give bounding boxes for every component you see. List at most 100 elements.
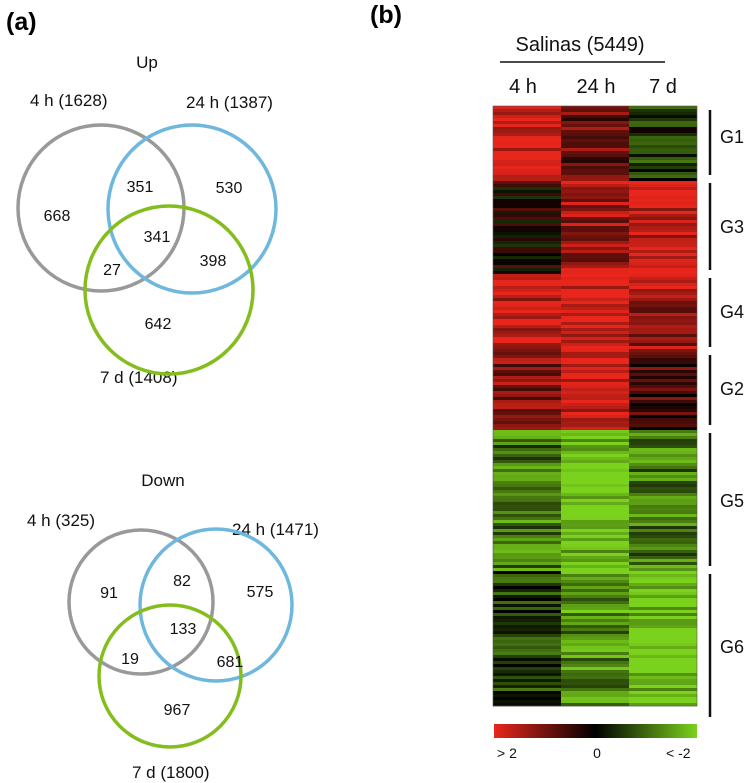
heatmap-row-cell — [629, 250, 697, 254]
heatmap-row-cell — [629, 370, 697, 374]
heatmap-row-cell — [629, 652, 697, 656]
heatmap-row-cell — [629, 481, 697, 485]
heatmap-row-cell — [493, 460, 561, 464]
heatmap-row-cell — [629, 430, 697, 434]
heatmap-row-cell — [493, 538, 561, 542]
heatmap-row-cell — [493, 358, 561, 362]
heatmap-row-cell — [493, 196, 561, 200]
heatmap-row-cell — [561, 430, 629, 434]
heatmap-row-cell — [561, 517, 629, 521]
heatmap-row-cell — [561, 541, 629, 545]
heatmap-row-cell — [629, 511, 697, 515]
heatmap-row-cell — [493, 565, 561, 569]
heatmap-row-cell — [629, 358, 697, 362]
heatmap-row-cell — [629, 574, 697, 578]
venn-up-set-4h-label: 4 h (1628) — [30, 91, 108, 110]
heatmap-row-cell — [629, 256, 697, 260]
venn-down-circle-7d — [97, 603, 243, 749]
heatmap-row-cell — [493, 631, 561, 635]
heatmap-row-cell — [493, 577, 561, 581]
venn-up-set-24h-label: 24 h (1387) — [186, 93, 273, 112]
heatmap-row-cell — [629, 238, 697, 242]
heatmap-row-cell — [493, 520, 561, 524]
heatmap-row-cell — [629, 520, 697, 524]
heatmap-row-cell — [561, 325, 629, 329]
heatmap-row-cell — [629, 424, 697, 428]
heatmap-row-cell — [493, 346, 561, 350]
heatmap-row-cell — [629, 418, 697, 422]
heatmap-row-cell — [561, 691, 629, 695]
heatmap-row-cell — [629, 229, 697, 233]
heatmap-row-cell — [493, 583, 561, 587]
heatmap-row-cell — [493, 697, 561, 701]
heatmap-row-cell — [629, 391, 697, 395]
venn-down-24h-7d: 681 — [217, 654, 244, 671]
heatmap-row-cell — [493, 403, 561, 407]
heatmap-row-cell — [629, 691, 697, 695]
heatmap-row-cell — [629, 607, 697, 611]
heatmap-row-cell — [493, 550, 561, 554]
heatmap-row-cell — [493, 649, 561, 653]
heatmap-row-cell — [493, 256, 561, 260]
heatmap-row-cell — [561, 217, 629, 221]
heatmap-row-cell — [629, 265, 697, 269]
heatmap-row-cell — [561, 160, 629, 164]
heatmap-row-cell — [493, 376, 561, 380]
heatmap-row-cell — [561, 199, 629, 203]
heatmap-row-cell — [561, 625, 629, 629]
heatmap-row-cell — [629, 640, 697, 644]
heatmap-row-cell — [629, 670, 697, 674]
heatmap-row-cell — [629, 181, 697, 185]
heatmap-row-cell — [629, 490, 697, 494]
heatmap-row-cell — [493, 562, 561, 566]
heatmap-row-cell — [629, 355, 697, 359]
heatmap-row-cell — [629, 529, 697, 533]
heatmap-row-cell — [561, 250, 629, 254]
heatmap-row-cell — [493, 253, 561, 257]
heatmap-row-cell — [561, 661, 629, 665]
heatmap-row-cell — [493, 655, 561, 659]
heatmap-row-cell — [629, 385, 697, 389]
group-label-g6: G6 — [720, 637, 744, 657]
heatmap-row-cell — [561, 256, 629, 260]
heatmap-row-cell — [561, 244, 629, 248]
heatmap-row-cell — [629, 184, 697, 188]
heatmap-row-cell — [629, 502, 697, 506]
heatmap-row-cell — [629, 526, 697, 530]
heatmap-row-cell — [561, 316, 629, 320]
heatmap-row-cell — [561, 133, 629, 137]
heatmap-row-cell — [629, 223, 697, 227]
heatmap-row-cell — [629, 373, 697, 377]
heatmap-row-cell — [629, 523, 697, 527]
heatmap-row-cell — [493, 265, 561, 269]
heatmap-row-cell — [493, 109, 561, 113]
heatmap-row-cell — [629, 664, 697, 668]
heatmap-row-cell — [629, 556, 697, 560]
heatmap-row-cell — [629, 487, 697, 491]
heatmap-row-cell — [629, 322, 697, 326]
heatmap-border — [492, 105, 698, 707]
heatmap-row-cell — [629, 565, 697, 569]
heatmap-panel: Salinas (5449) 4 h 24 h 7 d G1 G3 G4 G2 … — [492, 34, 744, 761]
venn-up-4h-24h: 351 — [127, 179, 154, 196]
heatmap-row-cell — [629, 451, 697, 455]
heatmap-row-cell — [493, 640, 561, 644]
heatmap-row-cell — [561, 463, 629, 467]
heatmap-row-cell — [561, 646, 629, 650]
heatmap-row-cell — [493, 343, 561, 347]
heatmap-row-cell — [561, 118, 629, 122]
heatmap-row-cell — [629, 268, 697, 272]
heatmap-row-cell — [561, 361, 629, 365]
heatmap-row-cell — [561, 115, 629, 119]
heatmap-row-cell — [493, 490, 561, 494]
heatmap-row-cell — [561, 292, 629, 296]
heatmap-row-cell — [561, 112, 629, 116]
venn-up-only-4h: 668 — [44, 208, 71, 225]
heatmap-row-cell — [629, 673, 697, 677]
heatmap-row-cell — [629, 466, 697, 470]
heatmap-row-cell — [493, 364, 561, 368]
heatmap-row-cell — [629, 598, 697, 602]
heatmap-row-cell — [561, 658, 629, 662]
heatmap-row-cell — [493, 163, 561, 167]
